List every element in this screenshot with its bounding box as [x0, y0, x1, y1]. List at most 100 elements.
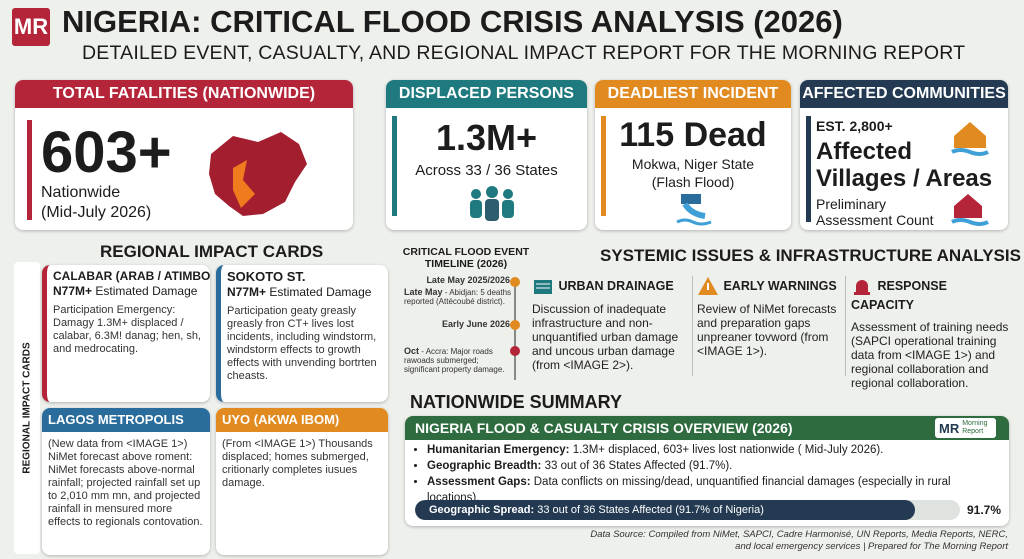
house-icon: [951, 122, 989, 156]
text: and local emergency services | Prepared …: [735, 541, 1008, 552]
section-title: REGIONAL IMPACT CARDS: [100, 242, 324, 261]
issue-text: Assessment of training needs (SAPCI oper…: [851, 320, 1009, 390]
stat-label: TOTAL FATALITIES (NATIONWIDE): [15, 80, 353, 108]
summary-item: Humanitarian Emergency: 1.3M+ displaced,…: [427, 442, 1005, 458]
stat-value: 603+: [41, 120, 172, 185]
text: 33 out of 36 States Affected (91.7% of N…: [537, 504, 764, 516]
issue-text: Discussion of inadequate infrastructure …: [532, 302, 679, 372]
stat-label: DEADLIEST INCIDENT: [595, 80, 791, 108]
title: NIGERIA: CRITICAL FLOOD CRISIS ANALYSIS …: [62, 4, 843, 39]
stat-label: DISPLACED PERSONS: [386, 80, 587, 108]
issue-column: RESPONSE CAPACITY Assessment of training…: [851, 276, 1011, 390]
text: Humanitarian Emergency:: [427, 444, 570, 456]
region-text: (New data from <IMAGE 1>) NiMet forecast…: [48, 438, 203, 528]
logo: MR: [12, 8, 50, 46]
text: - Accra: Major roads rawoads submerged; …: [404, 347, 505, 374]
progress-text: Geographic Spread: 33 out of 36 States A…: [429, 500, 764, 520]
divider: [845, 276, 846, 376]
issue-text: Review of NiMet forecasts and preparatio…: [697, 302, 837, 358]
timeline-event: Early June 2026: [400, 320, 510, 329]
progress-bar: [415, 500, 915, 520]
people-icon: [470, 186, 514, 221]
text: Data Source: Compiled from NiMet, SAPCI,…: [590, 529, 1008, 540]
siren-icon: [854, 280, 870, 295]
summary-item: Assessment Gaps: Data conflicts on missi…: [427, 474, 1005, 506]
region-title: CALABAR (ARAB / ATIMBO): [53, 269, 210, 283]
house-icon: [951, 194, 989, 226]
text: Oct: [404, 346, 420, 356]
stat-line: Affected: [816, 138, 913, 165]
warning-icon: [698, 277, 718, 295]
text: Morning Report: [962, 420, 988, 435]
divider: [692, 276, 693, 376]
stat-value: EST. 2,800+: [816, 118, 893, 134]
issue-column: EARLY WARNINGS Review of NiMet forecasts…: [697, 276, 843, 358]
stat-card: DEADLIEST INCIDENT 115 Dead Mokwa, Niger…: [595, 80, 791, 230]
timeline-dot: [510, 320, 520, 330]
region-card: UYO (AKWA IBOM) (From <IMAGE 1>) Thousan…: [216, 408, 388, 555]
stat-line: (Mid-July 2026): [41, 204, 152, 221]
stat-value: 115 Dead: [619, 116, 767, 154]
timeline-dot: [510, 277, 520, 287]
side-panel: REGIONAL IMPACT CARDS: [14, 262, 40, 554]
section-title: SYSTEMIC ISSUES & INFRASTRUCTURE ANALYSI…: [600, 246, 1021, 265]
stat-line: Across 33 / 36 States: [415, 162, 558, 179]
damage: N77M+: [227, 285, 267, 299]
stat-card: DISPLACED PERSONS 1.3M+ Across 33 / 36 S…: [386, 80, 587, 230]
issue-title: EARLY WARNINGS: [723, 279, 837, 294]
summary-banner: NIGERIA FLOOD & CASUALTY CRISIS OVERVIEW…: [405, 416, 1009, 440]
stat-line: Villages / Areas: [816, 165, 993, 192]
stat-line: (Flash Flood): [651, 174, 735, 190]
stat-line: Preliminary: [816, 196, 887, 212]
text: Late May 2025/2026: [426, 275, 510, 285]
text: Late May: [404, 287, 443, 297]
subtitle: DETAILED EVENT, CASUALTY, AND REGIONAL I…: [82, 42, 966, 64]
side-label: REGIONAL IMPACT CARDS: [21, 342, 33, 474]
accent: [27, 120, 32, 220]
region-text: (From <IMAGE 1>) Thousands displaced; ho…: [222, 438, 373, 489]
region-card: CALABAR (ARAB / ATIMBO) N77M+ Estimated …: [42, 265, 210, 402]
summary-item: Geographic Breadth: 33 out of 36 States …: [427, 458, 1005, 474]
text: Assessment Gaps:: [427, 476, 531, 488]
nigeria-map: [209, 132, 307, 216]
region-title: SOKOTO ST.: [227, 269, 306, 284]
timeline-title: CRITICAL FLOOD EVENT TIMELINE (2026): [402, 246, 530, 270]
region-title: LAGOS METROPOLIS: [42, 408, 210, 432]
region-title: UYO (AKWA IBOM): [216, 408, 388, 432]
text: Early June 2026: [441, 319, 510, 329]
text: 33 out of 36 States Affected (91.7%).: [544, 460, 733, 472]
region-text: Participation geaty greasly greasly fron…: [227, 305, 377, 382]
damage-label: Estimated Damage: [95, 284, 198, 298]
timeline-event: Late May 2025/2026: [400, 276, 510, 285]
accent: [806, 116, 811, 222]
stat-line: Mokwa, Niger State: [631, 156, 755, 172]
report-logo: MR Morning Report: [935, 418, 997, 438]
text: 1.3M+ displaced, 603+ lives lost nationw…: [572, 444, 884, 456]
summary-card: NIGERIA FLOOD & CASUALTY CRISIS OVERVIEW…: [405, 416, 1009, 526]
progress-track: Geographic Spread: 33 out of 36 States A…: [415, 500, 960, 520]
damage: N77M+: [53, 284, 93, 298]
text: MR: [939, 420, 960, 436]
text: Geographic Breadth:: [427, 460, 542, 472]
flood-icon: [676, 194, 712, 226]
section-title: NATIONWIDE SUMMARY: [410, 392, 622, 412]
summary-list: Humanitarian Emergency: 1.3M+ displaced,…: [405, 442, 1005, 506]
stat-value: 1.3M+: [435, 117, 538, 158]
stat-card: TOTAL FATALITIES (NATIONWIDE) 603+ Natio…: [15, 80, 353, 230]
region-card: LAGOS METROPOLIS (New data from <IMAGE 1…: [42, 408, 210, 555]
accent: [601, 116, 606, 216]
region-card: SOKOTO ST. N77M+ Estimated Damage Partic…: [216, 265, 388, 402]
text: - Abidjan: 5 deaths reported (Attécoubé …: [404, 288, 512, 306]
issue-title: URBAN DRAINAGE: [558, 279, 674, 294]
damage-label: Estimated Damage: [269, 285, 372, 299]
stat-line: Assessment Count: [816, 212, 934, 228]
timeline-event: Oct - Accra: Major roads rawoads submerg…: [404, 346, 512, 375]
timeline-dot: [510, 346, 520, 356]
timeline-event: Late May - Abidjan: 5 deaths reported (A…: [404, 287, 512, 307]
text: Geographic Spread:: [429, 504, 535, 516]
region-text: Participation Emergency: Damagy 1.3M+ di…: [53, 304, 201, 355]
stat-card: AFFECTED COMMUNITIES EST. 2,800+ Affecte…: [800, 80, 1008, 230]
progress-value: 91.7%: [967, 503, 1002, 517]
stat-line: Nationwide: [41, 184, 121, 201]
